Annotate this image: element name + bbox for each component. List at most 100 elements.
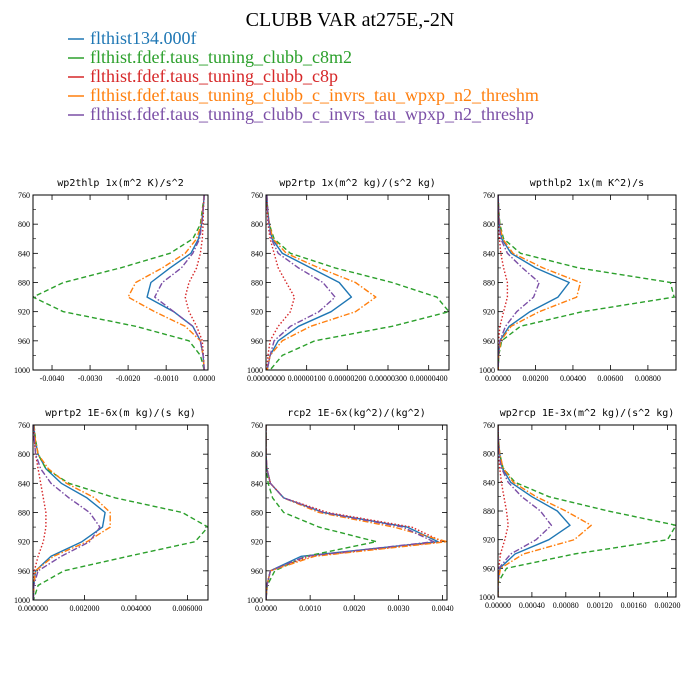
series-group	[33, 425, 208, 600]
x-tick-label: 0.0010	[299, 604, 321, 613]
y-tick-label: 960	[18, 337, 30, 346]
series-line	[266, 195, 377, 370]
y-tick-label: 960	[483, 337, 495, 346]
x-tick-label: 0.00000100	[288, 374, 326, 383]
legend: flthist134.000fflthist.fdef.taus_tuning_…	[68, 28, 539, 124]
series-line	[498, 195, 509, 370]
y-tick-label: 840	[251, 249, 263, 258]
y-tick-label: 800	[251, 220, 263, 229]
y-tick-label: 960	[251, 567, 263, 576]
y-tick-label: 840	[18, 479, 30, 488]
panel-frame	[32, 194, 209, 371]
series-line	[266, 425, 435, 600]
x-tick-label: 0.00000200	[328, 374, 366, 383]
panel-title: wpthlp2 1x(m K^2)/s	[530, 178, 644, 189]
x-tick-label: 0.00000300	[369, 374, 407, 383]
y-tick-label: 800	[18, 450, 30, 459]
y-tick-label: 1000	[247, 366, 263, 375]
legend-label: flthist134.000f	[90, 28, 197, 48]
series-line	[266, 425, 439, 600]
panel-frame	[497, 194, 677, 371]
series-line	[498, 425, 676, 597]
y-tick-label: 920	[18, 538, 30, 547]
series-group	[498, 195, 675, 370]
chart-panel: wp2rcp 1E-3x(m^2 kg)/(s^2 kg) 760 800 840 88…	[479, 408, 681, 610]
series-line	[33, 425, 111, 600]
y-tick-label: 800	[18, 220, 30, 229]
x-tick-label: 0.00200	[655, 601, 681, 610]
y-tick-label: 840	[18, 249, 30, 258]
series-line	[153, 195, 205, 370]
series-group	[266, 425, 447, 600]
y-tick-label: 880	[483, 507, 495, 516]
y-tick-label: 960	[251, 337, 263, 346]
series-line	[33, 425, 208, 600]
y-tick-label: 800	[483, 450, 495, 459]
y-tick-label: 800	[251, 450, 263, 459]
y-tick-label: 880	[18, 279, 30, 288]
series-line	[498, 195, 582, 370]
chart-panel: wp2thlp 1x(m^2 K)/s^2 760 800 840 880 920 960 1…	[14, 178, 215, 383]
chart-panel: wprtp2 1E-6x(m kg)/(s kg) 760 800 840 880 920…	[14, 408, 209, 613]
legend-label: flthist.fdef.taus_tuning_clubb_c8p	[90, 66, 338, 86]
x-tick-label: 0.00120	[587, 601, 613, 610]
x-tick-label: 0.0000	[193, 374, 215, 383]
x-tick-label: 0.000000	[18, 604, 48, 613]
y-tick-label: 800	[483, 220, 495, 229]
series-line	[498, 425, 571, 597]
y-tick-label: 880	[251, 279, 263, 288]
x-tick-label: 0.00080	[553, 601, 579, 610]
y-tick-label: 760	[483, 191, 495, 200]
y-tick-label: 760	[18, 421, 30, 430]
y-tick-label: 960	[483, 564, 495, 573]
x-tick-label: 0.00200	[522, 374, 548, 383]
panel-title: rcp2 1E-6x(kg^2)/(kg^2)	[287, 408, 425, 419]
panel-frame	[497, 424, 677, 598]
series-line	[498, 195, 675, 370]
x-tick-label: 0.00040	[519, 601, 545, 610]
series-line	[33, 425, 47, 600]
x-tick-label: 0.00000	[485, 374, 511, 383]
x-tick-label: 0.00600	[597, 374, 623, 383]
chart-panel: rcp2 1E-6x(kg^2)/(kg^2) 760 800 840 880 920 96…	[247, 408, 454, 613]
x-tick-label: 0.00000	[485, 601, 511, 610]
series-group	[498, 425, 676, 597]
x-tick-label: 0.00000400	[410, 374, 448, 383]
series-line	[266, 195, 336, 370]
series-group	[33, 195, 205, 370]
legend-label: flthist.fdef.taus_tuning_clubb_c_invrs_t…	[90, 104, 534, 124]
y-tick-label: 880	[251, 509, 263, 518]
legend-label: flthist.fdef.taus_tuning_clubb_c_invrs_t…	[90, 85, 539, 105]
series-line	[498, 425, 553, 597]
y-tick-label: 760	[483, 421, 495, 430]
series-line	[33, 195, 205, 370]
x-tick-label: 0.0020	[343, 604, 365, 613]
series-line	[266, 195, 296, 370]
y-tick-label: 840	[251, 479, 263, 488]
x-tick-label: -0.0040	[40, 374, 65, 383]
y-tick-label: 880	[18, 509, 30, 518]
x-tick-label: -0.0010	[154, 374, 179, 383]
panel-frame	[32, 424, 209, 601]
x-tick-label: 0.0040	[432, 604, 454, 613]
legend-item: flthist.fdef.taus_tuning_clubb_c8p	[68, 66, 338, 86]
x-tick-label: -0.0030	[78, 374, 103, 383]
series-line	[127, 195, 205, 370]
x-tick-label: 0.0030	[387, 604, 409, 613]
legend-item: flthist.fdef.taus_tuning_clubb_c_invrs_t…	[68, 85, 539, 105]
y-tick-label: 760	[251, 421, 263, 430]
y-tick-label: 840	[483, 478, 495, 487]
series-line	[146, 195, 205, 370]
series-line	[266, 425, 378, 600]
x-tick-label: 0.002000	[69, 604, 99, 613]
panel-title: wp2thlp 1x(m^2 K)/s^2	[57, 178, 183, 189]
legend-label: flthist.fdef.taus_tuning_clubb_c8m2	[90, 47, 352, 67]
series-line	[266, 195, 353, 370]
series-line	[266, 425, 447, 600]
legend-item: flthist.fdef.taus_tuning_clubb_c_invrs_t…	[68, 104, 534, 124]
series-line	[498, 195, 570, 370]
series-line	[33, 425, 101, 600]
series-line	[266, 195, 449, 370]
panel-title: wprtp2 1E-6x(m kg)/(s kg)	[45, 408, 196, 419]
